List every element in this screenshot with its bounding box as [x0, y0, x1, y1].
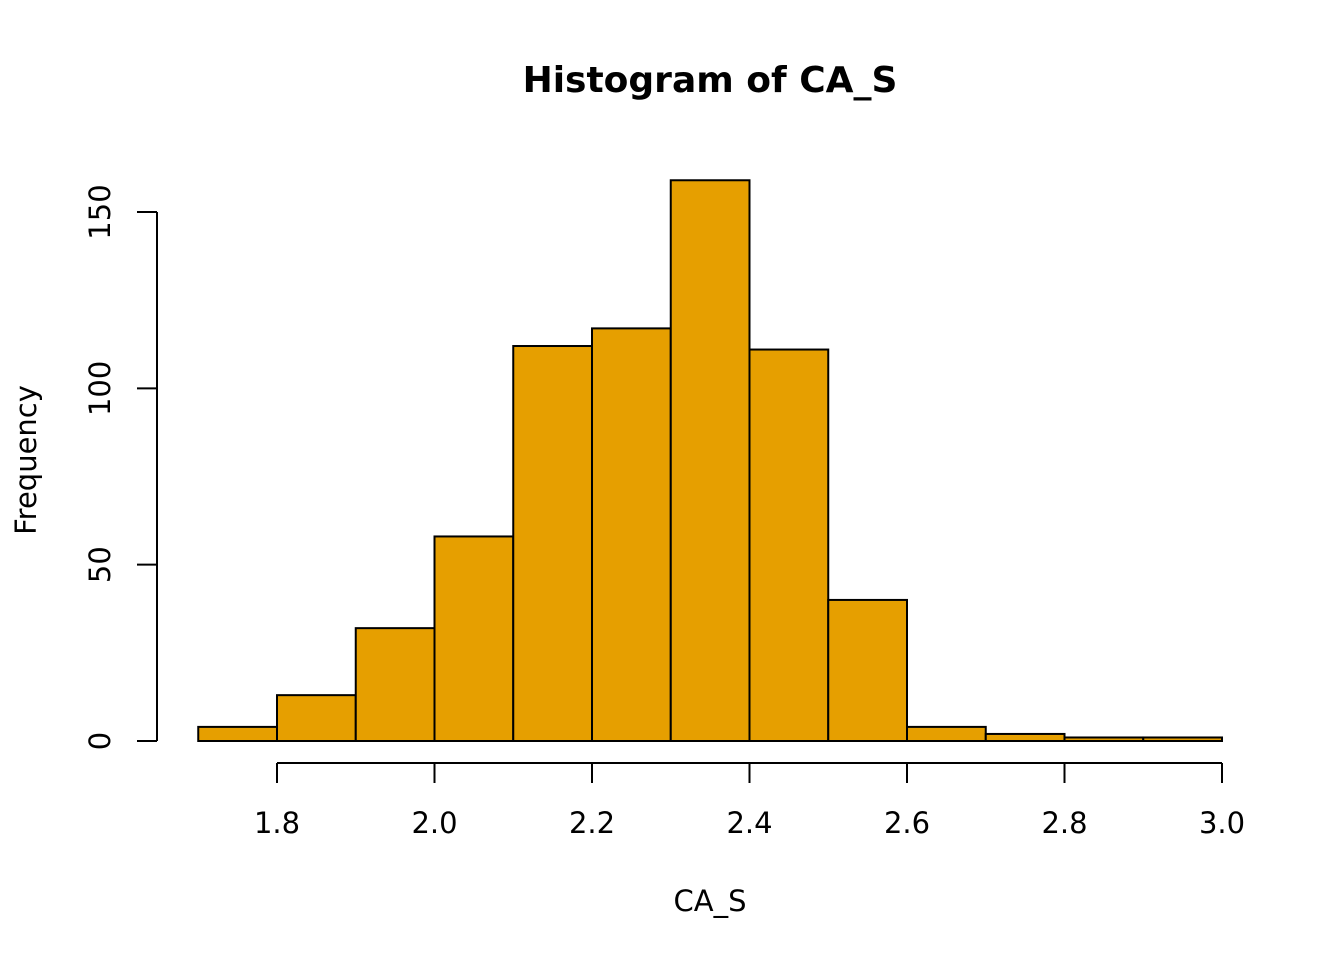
x-tick-label: 2.8	[1041, 806, 1087, 840]
histogram-bar-7	[669, 179, 751, 742]
y-tick-label: 100	[83, 361, 117, 416]
histogram-bar-3	[354, 627, 436, 742]
y-tick-label: 150	[83, 184, 117, 239]
x-tick-label: 3.0	[1199, 806, 1245, 840]
bars-group	[197, 179, 1223, 743]
histogram-bar-11	[984, 732, 1066, 742]
chart-title: Histogram of CA_S	[523, 60, 898, 101]
histogram-bar-4	[433, 535, 515, 742]
histogram-bar-5	[512, 345, 593, 742]
histogram-bar-2	[276, 694, 357, 742]
histogram-bar-12	[1063, 736, 1145, 742]
x-tick-label: 2.0	[411, 806, 457, 840]
x-tick-label: 2.6	[884, 806, 930, 840]
x-tick-label: 1.8	[254, 806, 300, 840]
x-axis: 1.8 2.0 2.2 2.4 2.6 2.8 3.0	[254, 762, 1245, 840]
histogram-bar-6	[591, 327, 672, 742]
histogram-bar-9	[827, 598, 908, 743]
x-axis-label: CA_S	[674, 884, 747, 918]
y-axis: 0 50 100 150	[83, 184, 158, 750]
x-tick-label: 2.4	[726, 806, 772, 840]
x-tick-label: 2.2	[569, 806, 615, 840]
histogram-bar-1	[197, 725, 278, 742]
histogram-bar-8	[748, 348, 830, 742]
histogram-bar-10	[906, 725, 987, 742]
y-axis-label: Frequency	[9, 385, 43, 535]
y-tick-label: 50	[83, 546, 117, 583]
histogram-bar-13	[1142, 736, 1223, 742]
y-tick-label: 0	[83, 732, 117, 750]
